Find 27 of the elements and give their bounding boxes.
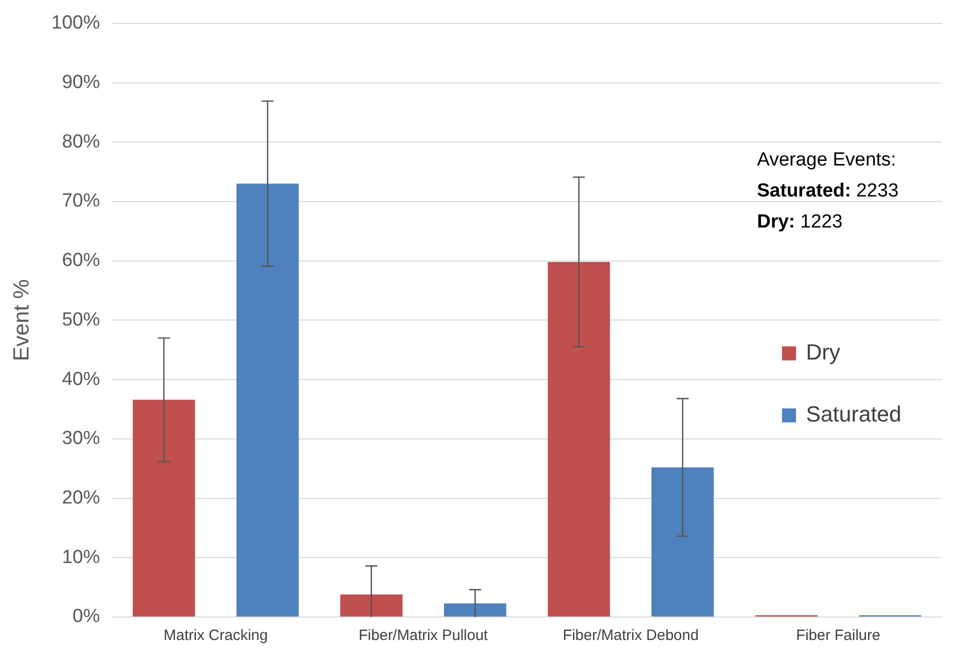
y-tick-label: 0% — [72, 606, 100, 628]
y-tick-label: 30% — [62, 428, 100, 450]
y-tick-label: 80% — [62, 131, 100, 152]
x-tick-label: Matrix Cracking — [164, 627, 268, 644]
y-tick-label: 70% — [62, 190, 100, 212]
annotation: Average Events: — [757, 150, 896, 171]
annotation: Saturated: 2233 — [757, 180, 899, 202]
x-tick-label: Fiber Failure — [796, 627, 880, 644]
x-tick-label: Fiber/Matrix Debond — [562, 627, 699, 644]
x-tick-label: Fiber/Matrix Pullout — [358, 627, 489, 644]
y-tick-label: 20% — [62, 488, 100, 509]
legend-label: Dry — [806, 339, 840, 364]
bar — [340, 594, 402, 616]
y-tick-label: 50% — [62, 309, 100, 330]
bar — [652, 467, 714, 616]
bar — [236, 184, 299, 616]
legend-label: Saturated — [806, 401, 902, 426]
bar — [132, 400, 195, 616]
y-tick-label: 90% — [62, 72, 100, 93]
y-tick-label: 40% — [62, 368, 100, 390]
y-axis-title: Event % — [8, 279, 34, 362]
bar — [548, 262, 610, 616]
y-tick-label: 10% — [62, 546, 100, 568]
y-tick-label: 100% — [51, 12, 100, 34]
y-tick-label: 60% — [62, 250, 100, 272]
annotation: Dry: 1223 — [757, 212, 843, 233]
bar — [444, 603, 506, 616]
